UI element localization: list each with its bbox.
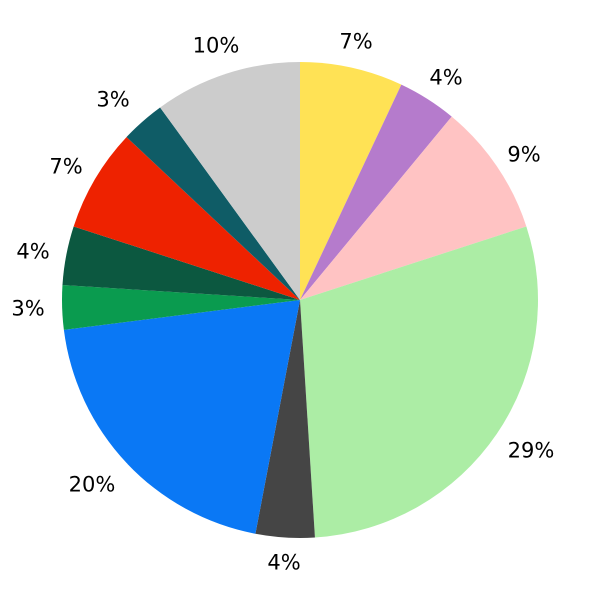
yellow-slice-label: 7% xyxy=(339,29,373,54)
green-slice[interactable] xyxy=(62,285,300,330)
dark-gray-slice[interactable] xyxy=(255,300,315,538)
teal-slice-label: 3% xyxy=(96,87,130,112)
pie-slice-group xyxy=(62,62,538,538)
light-green-slice[interactable] xyxy=(300,226,538,538)
yellow-slice[interactable] xyxy=(300,62,402,300)
green-slice-label: 3% xyxy=(11,296,45,321)
light-green-slice-label: 29% xyxy=(507,438,555,463)
dark-gray-slice-label: 4% xyxy=(267,550,301,575)
red-slice-label: 7% xyxy=(49,154,83,179)
purple-slice-label: 4% xyxy=(429,65,463,90)
dark-green-slice-label: 4% xyxy=(16,239,50,264)
light-gray-slice[interactable] xyxy=(160,62,300,300)
teal-slice[interactable] xyxy=(126,107,300,300)
light-gray-slice-label: 10% xyxy=(192,33,240,58)
blue-slice[interactable] xyxy=(63,300,300,534)
dark-green-slice[interactable] xyxy=(62,226,300,300)
red-slice[interactable] xyxy=(73,137,300,300)
blue-slice-label: 20% xyxy=(68,472,116,497)
pink-slice[interactable] xyxy=(300,116,527,300)
purple-slice[interactable] xyxy=(300,84,452,300)
pink-slice-label: 9% xyxy=(507,142,541,167)
